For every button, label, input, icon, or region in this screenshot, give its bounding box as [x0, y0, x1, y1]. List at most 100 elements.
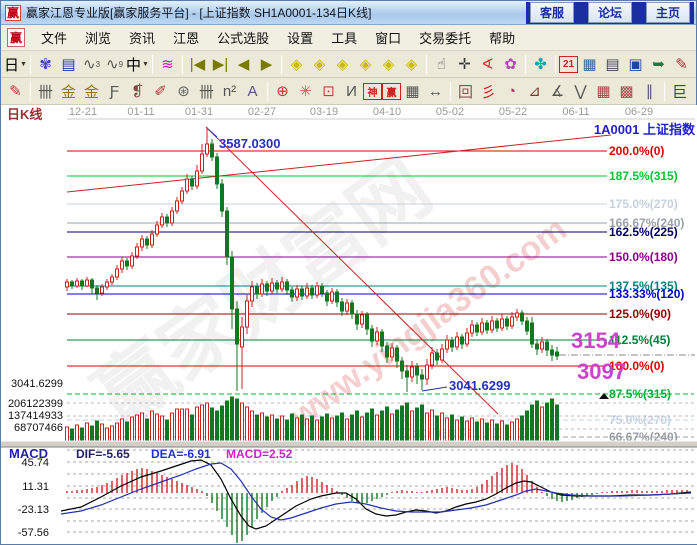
candle-body: [505, 318, 509, 327]
svg-text:06-29: 06-29: [625, 106, 653, 118]
minute3-chart-icon[interactable]: ∿ 3: [82, 56, 101, 73]
candle-body: [65, 281, 69, 288]
n-square-icon[interactable]: n²: [222, 82, 237, 100]
gann-diamond-1-icon[interactable]: ◈: [290, 56, 303, 73]
gann-diamond-2-icon[interactable]: ◈: [313, 56, 326, 73]
volume-bar: [315, 419, 319, 442]
volume-bar: [425, 412, 429, 442]
candle-body: [190, 178, 194, 187]
gann-wedge-icon[interactable]: ⊿: [528, 83, 541, 100]
fibonacci-icon[interactable]: Ƒ: [109, 82, 120, 100]
volume-bar: [555, 404, 559, 442]
volume-bar: [345, 418, 349, 442]
gold-split-2-icon[interactable]: 金: [83, 83, 99, 101]
tally2-icon[interactable]: 卌: [198, 83, 214, 101]
next-page-icon[interactable]: ▶: [260, 56, 273, 73]
menu-item-1[interactable]: 浏览: [85, 31, 112, 46]
kline-chart-canvas[interactable]: 赢家财富网www.yingjia360.comQQ:106081036012-2…: [1, 105, 697, 544]
prev-page-icon[interactable]: ◀: [237, 56, 250, 73]
compass-icon[interactable]: ⊕: [276, 83, 289, 100]
toolbar-drawing: ✎ 卌金金 Ƒ ❡ ✐ ⊛ 卌 n² A ⊕ ✳ ⊡ И 神赢 ▦ ↔ 回彡 ◔ ⊿ ∡ ⋁ ▦ ▩ ∥ 巨: [1, 78, 696, 105]
last-page-icon[interactable]: ▶|: [212, 56, 229, 73]
angle-measure-icon[interactable]: ∢: [481, 56, 494, 73]
network-icon[interactable]: ✾: [39, 56, 52, 73]
menu-item-7[interactable]: 窗口: [375, 31, 402, 46]
gold-split-1-icon[interactable]: 金: [60, 83, 76, 101]
toolbar-separator: [426, 54, 427, 74]
volume-bar: [495, 423, 499, 442]
menu-item-8[interactable]: 交易委托: [419, 31, 472, 46]
volume-bar: [535, 400, 539, 442]
volume-bar: [75, 424, 79, 442]
smart-analysis-icon[interactable]: ✤: [534, 56, 547, 73]
v-lines-icon[interactable]: ⋁: [574, 83, 587, 100]
color-volume-icon[interactable]: ≋: [161, 56, 174, 73]
notepad-icon[interactable]: ▤: [605, 56, 620, 73]
paint-icon[interactable]: ✎: [675, 56, 688, 73]
candle-body: [70, 281, 74, 287]
gann-tool-icon[interactable]: ✿: [504, 56, 517, 73]
crosshair-icon[interactable]: ✛: [458, 56, 471, 73]
target-grid-icon[interactable]: ⊡: [322, 83, 335, 100]
pen-ruler-icon[interactable]: ✐: [154, 83, 167, 100]
measure-ruler-icon[interactable]: ↔: [428, 82, 443, 100]
data-list-icon[interactable]: 巨: [671, 83, 687, 101]
parallel-lines-icon[interactable]: ∥: [645, 83, 654, 100]
menu-item-4[interactable]: 公式选股: [217, 31, 270, 46]
ying-tool-icon[interactable]: 赢: [382, 82, 401, 100]
gann-diamond-4-icon[interactable]: ◈: [359, 56, 372, 73]
menu-item-3[interactable]: 江恩: [173, 31, 200, 46]
candle-body: [320, 285, 324, 294]
hand-tool-icon[interactable]: ☝: [436, 56, 447, 73]
save-icon[interactable]: ▣: [628, 56, 643, 73]
gann-arc-icon[interactable]: ◔: [506, 82, 517, 100]
minute9-chart-icon[interactable]: ∿ 9: [105, 56, 124, 73]
gann-diamond-5-icon[interactable]: ◈: [382, 56, 395, 73]
gann-diamond-6-icon[interactable]: ◈: [405, 56, 418, 73]
macd-scale-label: -57.56: [18, 527, 49, 539]
trendlines[interactable]: [66, 126, 612, 415]
kline-period-icon[interactable]: 日 ▼: [4, 56, 27, 74]
export-icon[interactable]: ➥: [652, 56, 665, 73]
menu-item-2[interactable]: 资讯: [129, 31, 156, 46]
home-button[interactable]: 主页: [645, 2, 690, 23]
forum-button[interactable]: 论坛: [587, 2, 632, 23]
gann-level-label: 175.0%(270): [609, 197, 678, 211]
gann-grid-b-icon[interactable]: ▩: [619, 83, 634, 100]
text-line-icon[interactable]: A: [247, 82, 258, 100]
single-candle-icon[interactable]: 中 ▼: [126, 56, 149, 74]
menu-item-6[interactable]: 工具: [331, 31, 358, 46]
spiral-icon[interactable]: ❡: [131, 83, 144, 100]
wave-mark-icon[interactable]: И: [346, 82, 357, 100]
calculator-icon[interactable]: ▦: [582, 56, 597, 73]
candle-body: [125, 260, 129, 267]
candle-body: [325, 292, 329, 302]
shen-tool-icon[interactable]: 神: [363, 82, 382, 100]
angle-lines-icon[interactable]: ∡: [550, 83, 565, 100]
menu-bar: 赢 文件 浏览 资讯 江恩 公式选股 设置 工具 窗口 交易委托 帮助: [1, 25, 696, 51]
tally-ruler-icon[interactable]: 卌: [37, 83, 53, 101]
first-page-icon[interactable]: |◀: [189, 56, 206, 73]
pane-divider[interactable]: [1, 440, 697, 448]
gann-square-icon[interactable]: 回: [457, 83, 473, 101]
candle-body: [515, 312, 519, 318]
gann-fan-icon[interactable]: 彡: [480, 83, 496, 101]
price-annotation: 3041.6299: [449, 378, 510, 393]
menu-item-9[interactable]: 帮助: [489, 31, 516, 46]
volume-bar: [520, 415, 524, 442]
cycle-circle-icon[interactable]: ⊛: [177, 83, 190, 100]
candle-body: [555, 351, 559, 357]
menu-item-0[interactable]: 文件: [41, 31, 68, 46]
gann-grid-a-icon[interactable]: ▦: [596, 83, 611, 100]
menu-item-5[interactable]: 设置: [287, 31, 314, 46]
calendar-icon[interactable]: 21: [559, 55, 578, 73]
info-note-icon[interactable]: ▤: [61, 56, 76, 73]
grid-123-icon[interactable]: ▦: [405, 83, 420, 100]
draw-pen-icon[interactable]: ✎: [9, 83, 22, 100]
candle-body: [475, 324, 479, 333]
customer-service-button[interactable]: 客服: [529, 2, 574, 23]
candle-body: [290, 289, 294, 298]
star-burst-icon[interactable]: ✳: [299, 83, 312, 100]
candle-body: [250, 286, 254, 302]
gann-diamond-3-icon[interactable]: ◈: [336, 56, 349, 73]
